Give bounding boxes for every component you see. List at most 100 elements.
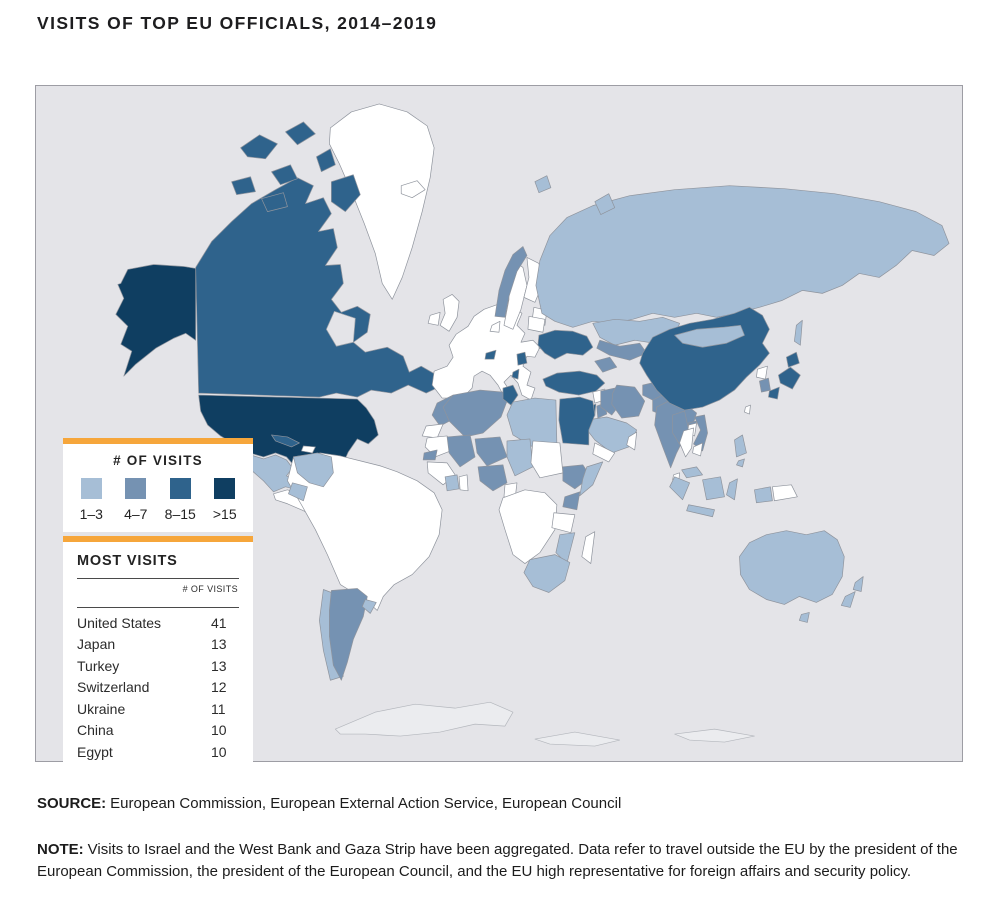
table-row: Egypt 10 — [77, 741, 239, 763]
table-row: China 10 — [77, 720, 239, 742]
map-legend: # OF VISITS 1–3 4–7 8–15 >15 — [63, 438, 253, 532]
country-south-korea — [759, 377, 771, 393]
country-argentina — [329, 588, 368, 681]
table-row: Ukraine 11 — [77, 698, 239, 720]
legend-swatch-label: 1–3 — [79, 506, 103, 522]
legend-swatch-3 — [169, 478, 191, 499]
country-madagascar — [581, 531, 596, 564]
country-tasmania — [799, 612, 810, 623]
source-label: SOURCE: — [37, 795, 107, 812]
legend-title: # OF VISITS — [113, 453, 203, 468]
country-chad — [506, 438, 534, 477]
country-oman — [626, 431, 638, 451]
most-visits-table: MOST VISITS # OF VISITS United States 41 J… — [63, 536, 253, 776]
table-row: United States 41 — [77, 612, 239, 634]
country-novaya-zemlya — [594, 193, 616, 215]
country-somalia — [579, 461, 604, 497]
country-indonesia — [726, 478, 738, 501]
country-canada-islands — [271, 164, 298, 186]
country-yemen — [592, 442, 616, 463]
country-colombia — [293, 452, 334, 488]
country-albania — [511, 368, 520, 380]
country-name: Switzerland — [77, 679, 150, 696]
country-taiwan — [744, 404, 751, 415]
note-text: Visits to Israel and the West Bank and G… — [37, 841, 958, 880]
legend-category-8–15: 8–15 — [158, 478, 202, 522]
legend-category-4–7: 4–7 — [114, 478, 158, 522]
country-kenya — [562, 491, 581, 511]
country-japan — [768, 386, 780, 400]
country-svalbard — [534, 175, 552, 194]
country-turkey — [542, 370, 606, 396]
table-row: Japan 13 — [77, 634, 239, 656]
world-map — [115, 103, 950, 747]
country-name: United States — [77, 614, 162, 631]
country-ghana — [458, 474, 469, 492]
country-new-zealand — [852, 576, 864, 592]
country-central-asia — [596, 339, 648, 361]
country-name: Egypt — [77, 743, 113, 760]
country-papua-new-guinea — [772, 484, 798, 502]
country-egypt — [558, 396, 596, 446]
country-antarctica — [534, 731, 621, 747]
table-row: Switzerland 12 — [77, 677, 239, 699]
country-western-sahara — [421, 423, 444, 439]
country-indonesia — [686, 504, 715, 518]
visit-count: 13 — [211, 636, 227, 653]
legend-swatch-1 — [80, 478, 102, 499]
country-canada-main — [195, 177, 442, 398]
country-iceland — [400, 180, 426, 199]
most-visits-rows: United States 41 Japan 13 Turkey 13 Switzerlan… — [77, 612, 239, 763]
country-uruguay — [361, 599, 377, 614]
country-tunisia — [502, 384, 519, 406]
legend-accent-bar — [63, 438, 253, 444]
page-title: VISITS OF TOP EU OFFICIALS, 2014–2019 — [37, 13, 438, 33]
country-central-africa — [498, 489, 558, 564]
country-japan — [778, 366, 801, 390]
legend-category-1–3: 1–3 — [69, 478, 113, 522]
visit-count: 12 — [211, 679, 227, 696]
legend-swatch-label: >15 — [212, 506, 237, 522]
country-name: Turkey — [77, 657, 120, 674]
country-ukraine — [537, 329, 594, 360]
table-row: Turkey 13 — [77, 655, 239, 677]
note-label: NOTE: — [37, 841, 84, 858]
country-indonesia — [702, 476, 725, 501]
country-indonesia — [669, 476, 690, 501]
country-niger — [474, 436, 508, 467]
country-norway — [494, 246, 528, 318]
country-japan — [786, 351, 800, 368]
country-cuba — [271, 434, 300, 448]
visit-count: 41 — [211, 614, 227, 631]
country-philippines — [734, 434, 747, 458]
legend-swatches: 1–3 4–7 8–15 >15 — [69, 478, 247, 522]
country-libya — [506, 397, 558, 448]
country-alaska — [115, 264, 197, 377]
country-indonesia — [754, 486, 773, 504]
country-canada-islands — [231, 176, 256, 196]
country-vietnam — [693, 414, 708, 452]
country-ireland — [427, 311, 441, 326]
country-iran — [611, 384, 646, 419]
country-senegal — [422, 449, 438, 461]
country-south-africa — [523, 554, 571, 593]
country-belarus — [527, 315, 546, 333]
country-canada-islands — [285, 121, 316, 146]
country-cote-divoire — [444, 474, 460, 492]
country-caucasus — [594, 356, 618, 373]
country-russia — [535, 185, 950, 328]
country-tanzania — [551, 512, 576, 534]
most-visits-accent-bar — [63, 536, 253, 542]
country-name: Japan — [77, 636, 116, 653]
source-text: European Commission, European External A… — [110, 795, 622, 812]
country-sakhalin — [794, 319, 803, 346]
note-paragraph: NOTE: Visits to Israel and the West Bank … — [37, 839, 974, 882]
country-serbia — [516, 351, 528, 366]
most-visits-column-header: # OF VISITS — [182, 584, 238, 594]
legend-swatch-4 — [214, 478, 236, 499]
country-algeria — [442, 389, 508, 438]
visit-count: 13 — [211, 657, 227, 674]
country-hudson-bay — [326, 310, 356, 347]
country-nigeria — [477, 464, 508, 492]
country-canada-islands — [331, 174, 361, 212]
